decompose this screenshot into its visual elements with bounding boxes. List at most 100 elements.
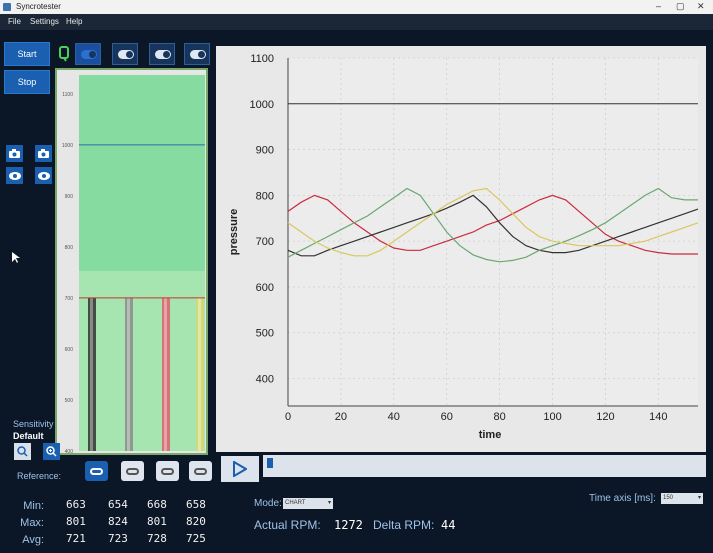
mode-select-value: CHART — [285, 500, 306, 506]
y-tick-label: 400 — [256, 374, 274, 386]
max-value-3: 801 — [147, 515, 167, 528]
menu-help[interactable]: Help — [66, 17, 83, 26]
bar-y-tick-label: 900 — [65, 194, 74, 200]
menu-bar: File Settings Help — [0, 14, 713, 30]
actual-rpm-value: 1272 — [334, 518, 363, 532]
bar-1 — [88, 297, 96, 451]
reference-button-3[interactable] — [156, 461, 179, 481]
time-axis-select-value: 150 — [663, 495, 674, 501]
reference-button-2[interactable] — [121, 461, 144, 481]
min-value-4: 658 — [186, 498, 206, 511]
toggle-1[interactable] — [75, 43, 101, 65]
y-tick-label: 1100 — [250, 53, 274, 65]
min-value-1: 663 — [66, 498, 86, 511]
avg-value-4: 725 — [186, 532, 206, 545]
avg-value-2: 723 — [108, 532, 128, 545]
bar-highlight-3 — [164, 297, 167, 451]
eye-icon[interactable] — [6, 167, 23, 184]
bar-y-tick-label: 1100 — [62, 92, 73, 98]
pressure-chart-svg: 0 20 40 60 80 100 120 140 400 500 600 700 800 900 1000… — [228, 53, 699, 441]
chevron-down-icon: ▾ — [327, 500, 331, 506]
x-axis-label: time — [479, 429, 502, 441]
y-tick-label: 600 — [256, 282, 274, 294]
x-tick-label: 40 — [388, 411, 400, 423]
x-tick-label: 80 — [493, 411, 505, 423]
bar-y-tick-label: 700 — [65, 296, 74, 302]
sensitivity-label: Sensitivity — [13, 419, 54, 429]
bar-plot — [79, 75, 205, 451]
avg-value-1: 721 — [66, 532, 86, 545]
max-value-4: 820 — [186, 515, 206, 528]
series-line-4 — [287, 187, 699, 257]
timeline-track[interactable] — [263, 455, 706, 477]
bar-3 — [162, 297, 170, 451]
mode-label: Mode: — [254, 498, 282, 509]
start-button[interactable]: Start — [4, 42, 50, 66]
min-value-3: 668 — [147, 498, 167, 511]
delta-rpm-label: Delta RPM: — [373, 518, 435, 532]
timeline-handle[interactable] — [267, 458, 273, 468]
time-axis-select[interactable]: 150 ▾ — [661, 493, 703, 504]
time-axis-label: Time axis [ms]: — [589, 493, 656, 504]
bar-y-tick-label: 600 — [65, 347, 74, 353]
max-value-2: 824 — [108, 515, 128, 528]
x-tick-label: 0 — [285, 411, 291, 423]
reference-label: Reference: — [17, 471, 62, 481]
max-value-1: 801 — [66, 515, 86, 528]
eye-icon-2[interactable] — [35, 167, 52, 184]
zoom-in-icon[interactable] — [43, 443, 60, 460]
maximize-icon[interactable]: ▢ — [676, 1, 685, 11]
bar-overlay: 1100 1000 900 800 700 600 500 400 — [62, 92, 205, 455]
avg-value-3: 728 — [147, 532, 167, 545]
series-line-2 — [287, 194, 699, 257]
y-tick-label: 800 — [256, 190, 274, 202]
toggle-3[interactable] — [149, 43, 175, 65]
bar-4 — [196, 297, 204, 451]
series-line-1 — [287, 194, 698, 255]
zoom-out-icon[interactable] — [14, 443, 31, 460]
camera-icon[interactable] — [6, 145, 23, 162]
min-label: Min: — [23, 500, 44, 512]
max-label: Max: — [20, 517, 44, 529]
bar-plot-upper-area — [79, 75, 205, 271]
bar-y-tick-label: 1000 — [62, 143, 73, 149]
min-value-2: 654 — [108, 498, 128, 511]
chevron-down-icon: ▾ — [697, 495, 701, 501]
y-axis-label: pressure — [228, 209, 240, 255]
reference-button-4[interactable] — [189, 461, 212, 481]
x-tick-label: 100 — [543, 411, 561, 423]
toggle-4[interactable] — [184, 43, 210, 65]
sensitivity-value: Default — [13, 431, 44, 441]
actual-rpm-label: Actual RPM: — [254, 518, 321, 532]
y-tick-label: 900 — [256, 145, 274, 157]
mode-select[interactable]: CHART ▾ — [283, 498, 333, 509]
bar-y-tick-label: 500 — [65, 398, 74, 404]
minimize-icon[interactable]: – — [656, 1, 662, 11]
x-tick-label: 60 — [441, 411, 453, 423]
pressure-chart: 0 20 40 60 80 100 120 140 400 500 600 700 800 900 1000… — [216, 46, 706, 452]
x-tick-label: 20 — [335, 411, 347, 423]
bar-highlight-2 — [127, 297, 130, 451]
app-icon — [3, 3, 11, 11]
bar-2 — [125, 297, 133, 451]
menu-settings[interactable]: Settings — [30, 17, 59, 26]
mouse-cursor-icon — [12, 251, 20, 269]
camera-icon-2[interactable] — [35, 145, 52, 162]
title-bar: Syncrotester – ▢ ✕ — [0, 0, 713, 14]
plot-area — [288, 58, 698, 406]
bar-y-tick-label: 400 — [65, 449, 74, 455]
delta-rpm-value: 44 — [441, 518, 456, 532]
menu-file[interactable]: File — [8, 17, 21, 26]
y-tick-label: 500 — [256, 328, 274, 340]
toggle-2[interactable] — [112, 43, 138, 65]
reference-button-1[interactable] — [85, 461, 108, 481]
connection-status-icon — [57, 44, 71, 62]
bar-highlight-4 — [198, 297, 201, 451]
bar-highlight-1 — [90, 297, 93, 451]
x-tick-label: 120 — [596, 411, 614, 423]
stop-button[interactable]: Stop — [4, 70, 50, 94]
close-icon[interactable]: ✕ — [697, 1, 705, 11]
series-line-3 — [287, 187, 698, 263]
y-tick-label: 1000 — [250, 99, 274, 111]
play-button[interactable] — [221, 456, 259, 482]
